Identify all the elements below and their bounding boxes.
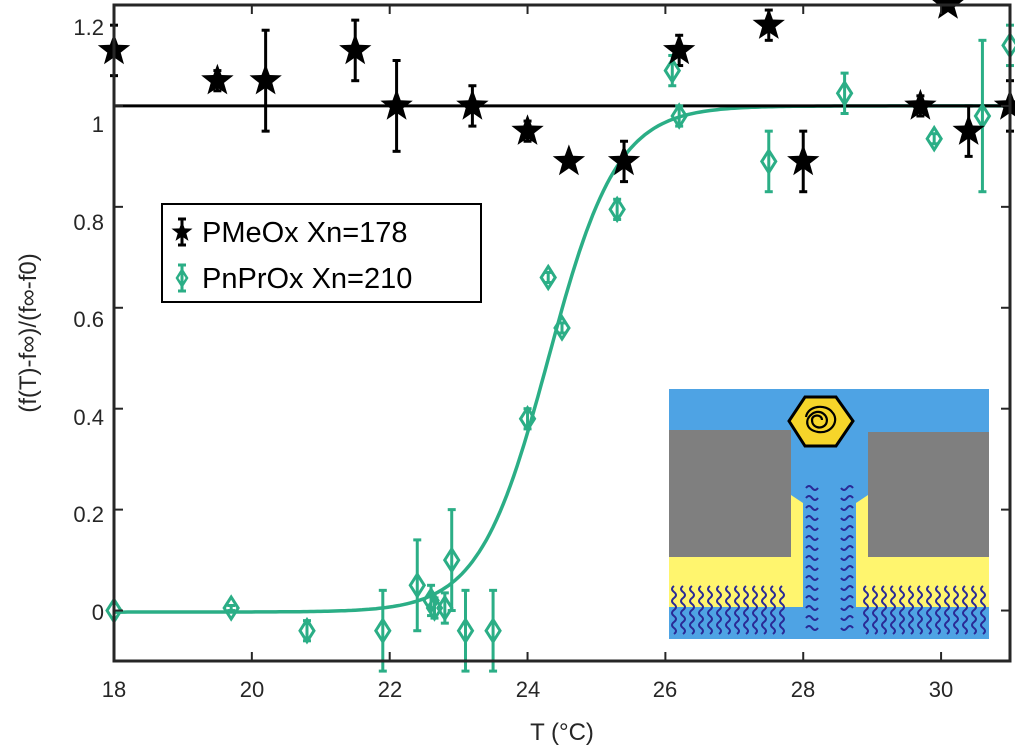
x-tick-label: 22 bbox=[378, 677, 402, 702]
x-tick-label: 18 bbox=[102, 677, 126, 702]
inset-wall-left bbox=[669, 430, 791, 557]
y-tick-label: 0.4 bbox=[73, 405, 104, 430]
legend: PMeOx Xn=178 PnPrOx Xn=210 bbox=[162, 204, 481, 302]
x-tick-label: 20 bbox=[240, 677, 264, 702]
y-tick-label: 1.2 bbox=[73, 15, 104, 40]
y-tick-labels: 0 0.2 0.4 0.6 0.8 1 1.2 bbox=[73, 15, 104, 625]
y-tick-label: 0.6 bbox=[73, 307, 104, 332]
legend-label-pnprox: PnPrOx Xn=210 bbox=[202, 263, 412, 295]
inset-gold-rim-right bbox=[856, 495, 868, 607]
inset-gold-rim-left bbox=[791, 495, 803, 607]
inset-illustration bbox=[669, 389, 989, 639]
x-tick-label: 26 bbox=[653, 677, 677, 702]
x-tick-label: 28 bbox=[791, 677, 815, 702]
y-tick-label: 0.2 bbox=[73, 502, 104, 527]
inset-wall-right bbox=[868, 432, 989, 557]
y-tick-label: 0 bbox=[92, 600, 104, 625]
x-tick-labels: 18 20 22 24 26 28 30 bbox=[102, 677, 953, 702]
y-tick-label: 0.8 bbox=[73, 210, 104, 235]
x-axis-label: T (°C) bbox=[530, 719, 594, 746]
y-tick-label: 1 bbox=[92, 112, 104, 137]
x-tick-label: 30 bbox=[929, 677, 953, 702]
legend-label-pmeox: PMeOx Xn=178 bbox=[202, 217, 408, 249]
x-tick-label: 24 bbox=[516, 677, 540, 702]
y-axis-label: (f(T)-f∞)/(f∞-f0) bbox=[15, 253, 42, 413]
